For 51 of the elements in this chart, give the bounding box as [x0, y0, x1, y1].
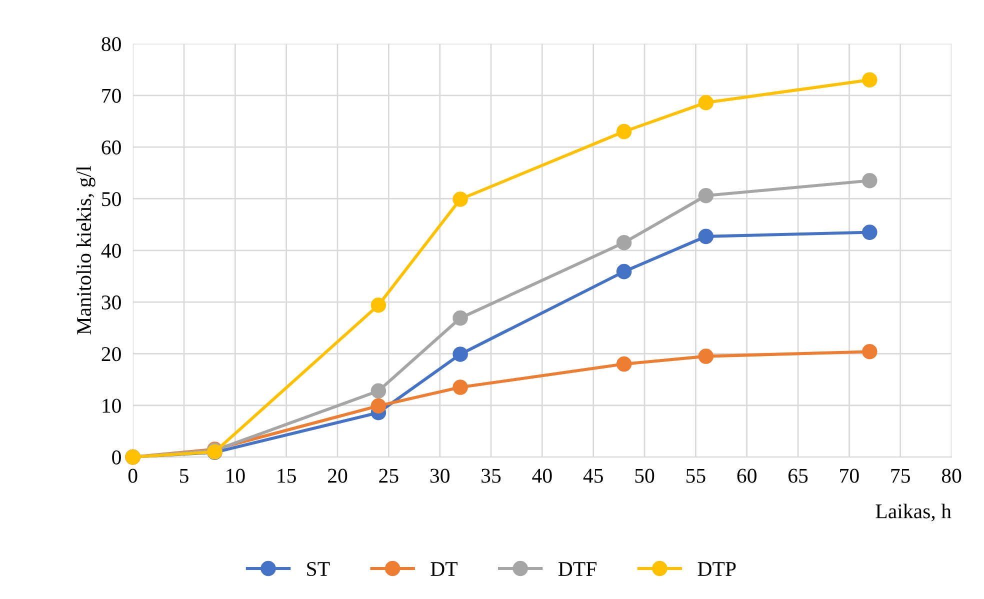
point	[370, 383, 386, 399]
point	[616, 234, 632, 250]
point	[452, 192, 468, 207]
y-axis-title: Manitolio kiekis, g/l	[76, 166, 96, 335]
legend-label: DTP	[698, 562, 736, 576]
x-tick-label: 40	[532, 468, 552, 483]
legend-label: DTF	[558, 562, 596, 576]
point	[616, 124, 632, 140]
y-tick-label: 20	[102, 347, 121, 362]
x-tick-label: 55	[686, 468, 706, 483]
y-tick-label: 30	[102, 295, 121, 310]
y-tick-label: 40	[101, 244, 121, 258]
x-tick-label: 60	[737, 468, 756, 483]
y-tick-label: 10	[102, 398, 121, 413]
x-tick-label: 70	[840, 468, 859, 483]
point	[698, 188, 714, 204]
point	[862, 224, 878, 240]
x-tick-label: 45	[583, 468, 603, 483]
x-tick-label: 75	[891, 468, 910, 483]
point	[698, 228, 714, 244]
x-tick-label: 65	[788, 468, 808, 483]
point	[616, 356, 632, 372]
y-tick-label: 60	[102, 140, 121, 154]
x-tick-label: 20	[328, 468, 348, 483]
y-tick-label: 80	[102, 37, 121, 52]
x-tick-label: 35	[482, 468, 501, 483]
point	[370, 398, 386, 414]
point	[452, 346, 468, 362]
x-tick-label: 25	[379, 468, 398, 483]
x-tick-label: 5	[180, 468, 188, 483]
legend-label: ST	[307, 562, 330, 576]
point	[862, 172, 878, 188]
legend-label: DT	[430, 562, 458, 576]
point	[452, 310, 468, 326]
point	[452, 380, 468, 395]
x-tick-label: 10	[226, 468, 245, 483]
point	[862, 72, 878, 88]
x-axis-title: Laikas, h	[876, 504, 952, 522]
point	[370, 298, 386, 313]
x-tick-label: 80	[942, 468, 962, 483]
point	[616, 264, 632, 280]
x-tick-label: 0	[128, 468, 138, 483]
point	[862, 344, 878, 360]
point	[698, 348, 714, 364]
x-tick-label: 50	[635, 468, 654, 483]
x-tick-label: 30	[430, 468, 450, 483]
y-tick-label: 70	[102, 88, 121, 103]
point	[698, 94, 714, 110]
x-tick-label: 15	[278, 468, 296, 483]
y-tick-label: 50	[102, 192, 121, 206]
y-tick-label: 0	[112, 450, 121, 464]
